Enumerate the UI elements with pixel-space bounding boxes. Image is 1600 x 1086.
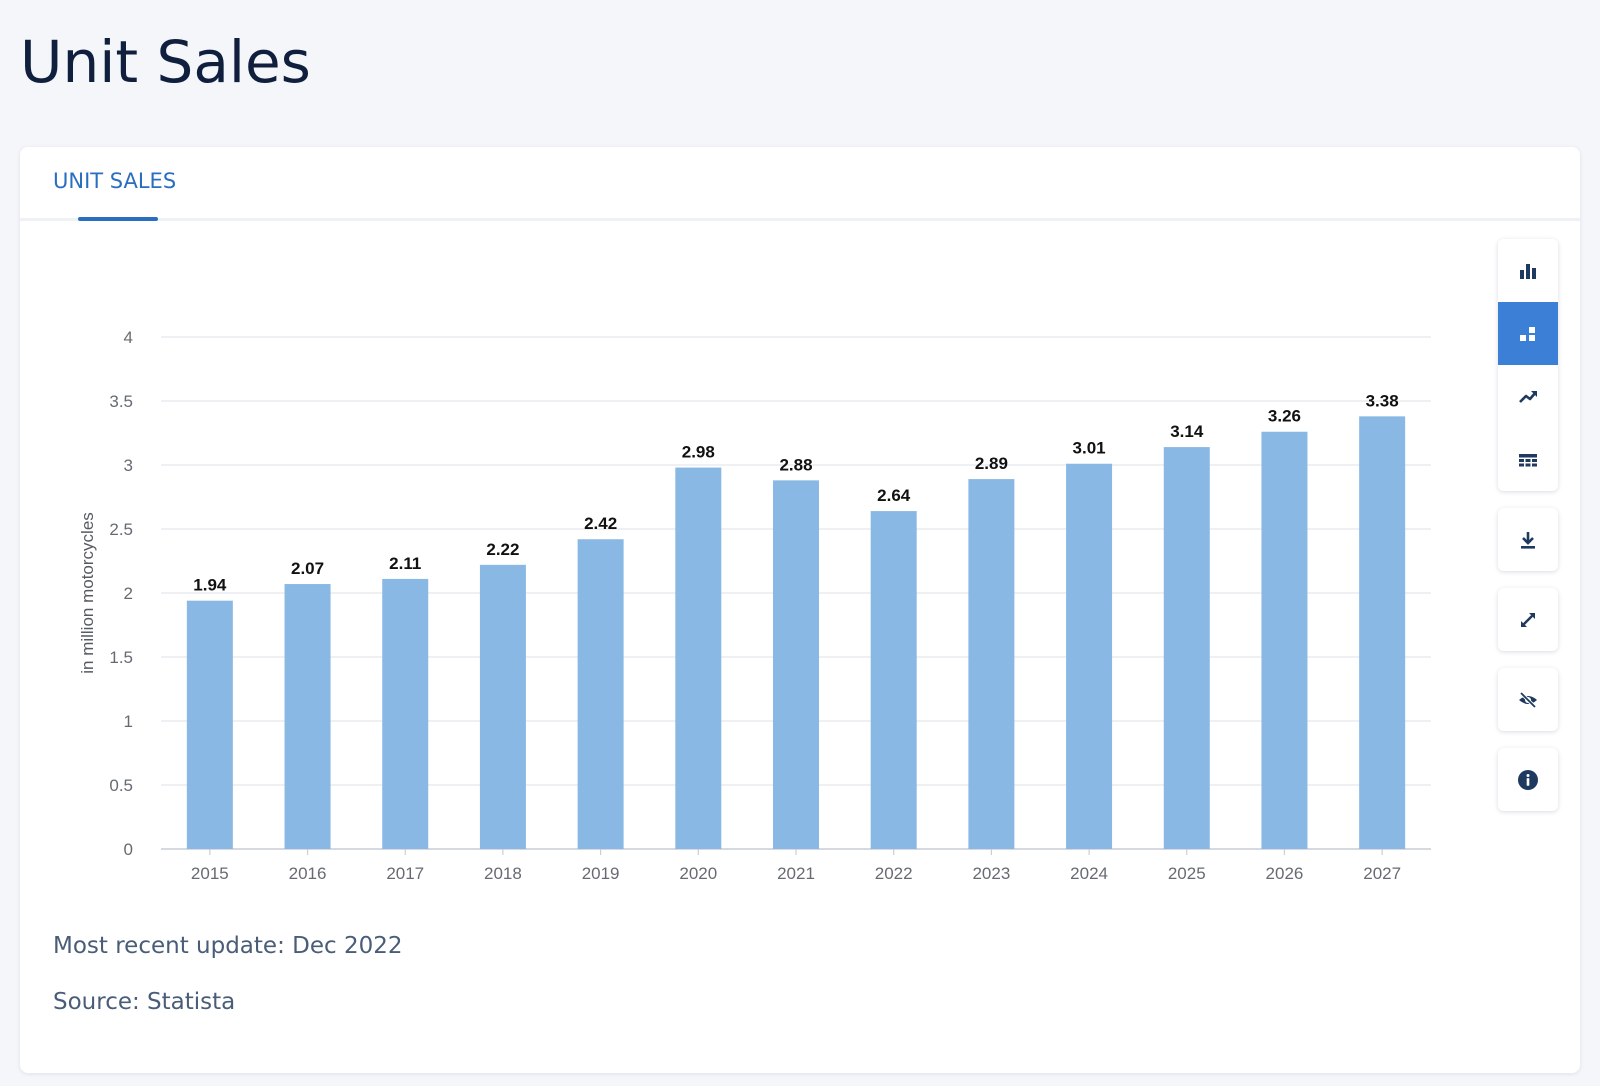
- data-label: 2.88: [779, 455, 812, 474]
- bar-2026: [1261, 431, 1308, 849]
- chart-type-group: [1498, 239, 1558, 491]
- bar-chart-button[interactable]: [1498, 239, 1558, 302]
- x-tick-label: 2016: [289, 864, 327, 883]
- bar-2016: [284, 584, 331, 849]
- bar-2023: [968, 479, 1015, 849]
- table-button[interactable]: [1498, 428, 1558, 491]
- data-label: 2.07: [291, 559, 324, 578]
- table-icon: [1519, 453, 1537, 466]
- bar-chart: 0 0.5 1 1.5 2 2.5 3 3.5 4 in million motorcycles 1…: [78, 328, 1431, 883]
- x-tick-label: 2022: [875, 864, 913, 883]
- x-tick-label: 2017: [386, 864, 424, 883]
- x-tick-label: 2023: [972, 864, 1010, 883]
- y-tick-label: 4: [124, 328, 133, 347]
- y-tick-label: 0: [124, 840, 133, 859]
- trend-line-button[interactable]: [1498, 365, 1558, 428]
- data-label: 2.11: [389, 554, 421, 573]
- fullscreen-button[interactable]: [1498, 588, 1558, 651]
- y-tick-label: 0.5: [109, 776, 133, 795]
- hide-icon: [1519, 691, 1537, 708]
- x-tick-label: 2020: [679, 864, 717, 883]
- y-axis-label: in million motorcycles: [78, 512, 97, 674]
- trend-line-icon: [1519, 390, 1537, 403]
- info-button[interactable]: [1498, 748, 1558, 811]
- fullscreen-group: [1498, 588, 1558, 651]
- bar-2015: [186, 600, 233, 849]
- y-tick-label: 3.5: [109, 392, 133, 411]
- tab-bar: UNIT SALES: [20, 147, 1580, 221]
- info-group: [1498, 748, 1558, 811]
- data-label: 3.14: [1170, 422, 1204, 441]
- bar-2017: [382, 578, 429, 849]
- info-icon: [1518, 769, 1538, 790]
- data-label: 2.64: [877, 486, 911, 505]
- stacked-bar-icon: [1520, 326, 1535, 341]
- tab-unit-sales[interactable]: UNIT SALES: [53, 169, 177, 193]
- download-button[interactable]: [1498, 508, 1558, 571]
- data-label: 3.01: [1073, 439, 1106, 458]
- bar-2027: [1359, 416, 1406, 849]
- download-icon: [1521, 531, 1535, 549]
- data-label: 2.42: [584, 514, 617, 533]
- data-label: 2.22: [486, 540, 519, 559]
- y-tick-label: 2.5: [109, 520, 133, 539]
- chart-card: UNIT SALES 0 0.5 1 1.5 2 2.5 3 3.5 4 in million m…: [20, 147, 1580, 1073]
- x-tick-label: 2027: [1363, 864, 1401, 883]
- x-tick-label: 2015: [191, 864, 229, 883]
- y-tick-label: 1: [124, 712, 133, 731]
- x-tick-label: 2021: [777, 864, 815, 883]
- data-label: 2.89: [975, 454, 1008, 473]
- bar-2020: [675, 467, 722, 849]
- data-label: 3.26: [1268, 407, 1301, 426]
- data-label: 2.98: [682, 443, 715, 462]
- x-tick-label: 2026: [1266, 864, 1304, 883]
- bar-2019: [577, 539, 624, 849]
- x-tick-label: 2019: [582, 864, 620, 883]
- bar-2025: [1163, 447, 1210, 849]
- bar-2018: [479, 564, 526, 849]
- stacked-bar-button[interactable]: [1498, 302, 1558, 365]
- bar-chart-icon: [1520, 263, 1536, 279]
- x-tick-label: 2025: [1168, 864, 1206, 883]
- source-text: Source: Statista: [53, 989, 236, 1015]
- y-tick-label: 1.5: [109, 648, 133, 667]
- active-tab-indicator: [78, 217, 158, 221]
- hide-group: [1498, 668, 1558, 731]
- expand-icon: [1521, 612, 1535, 627]
- x-tick-label: 2024: [1070, 864, 1108, 883]
- bar-2021: [773, 480, 819, 849]
- y-tick-label: 3: [124, 456, 133, 475]
- last-update-text: Most recent update: Dec 2022: [53, 933, 403, 959]
- bar-2024: [1066, 463, 1113, 849]
- bar-2022: [870, 511, 917, 849]
- x-tick-label: 2018: [484, 864, 522, 883]
- download-group: [1498, 508, 1558, 571]
- data-label: 1.94: [193, 576, 227, 595]
- hide-button[interactable]: [1498, 668, 1558, 731]
- chart-toolbar: [1498, 239, 1558, 828]
- y-tick-label: 2: [124, 584, 133, 603]
- page-title: Unit Sales: [20, 28, 311, 96]
- data-label: 3.38: [1366, 391, 1399, 410]
